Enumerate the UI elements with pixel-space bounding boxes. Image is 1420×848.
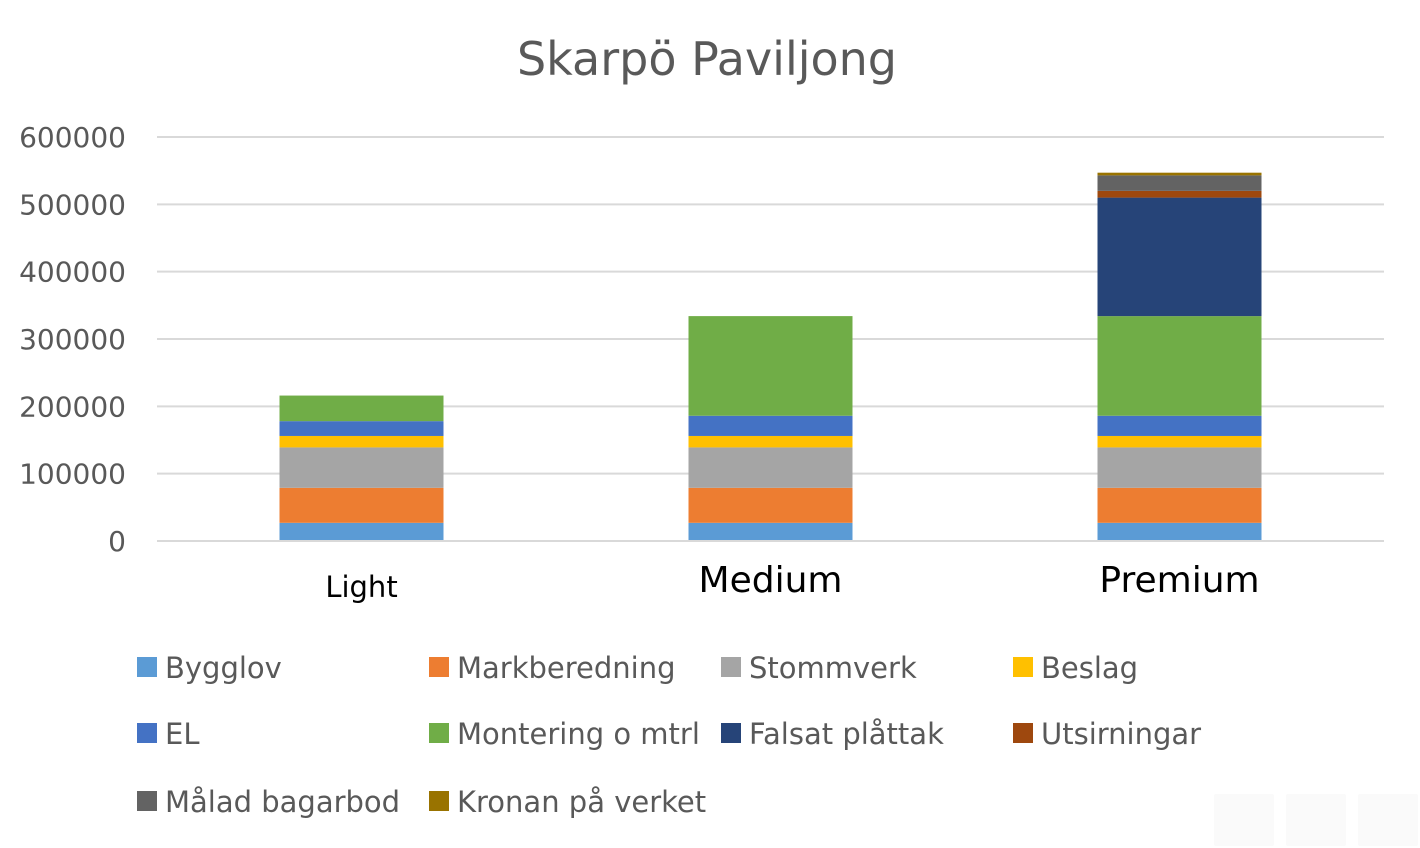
legend-swatch <box>429 657 449 677</box>
legend-item: Utsirningar <box>1013 717 1201 751</box>
legend-swatch <box>429 791 449 811</box>
bar-segment <box>1097 190 1262 198</box>
bar-segment <box>688 316 853 416</box>
bar-segment <box>1097 172 1262 176</box>
legend-item: Bygglov <box>137 651 282 685</box>
bar-segment <box>688 487 853 523</box>
y-tick-label: 0 <box>108 525 126 558</box>
y-tick-label: 500000 <box>19 188 126 221</box>
legend-item: Markberedning <box>429 651 676 685</box>
bar-segment <box>1097 522 1262 541</box>
toolbar-button[interactable] <box>1286 794 1346 846</box>
bar-segment <box>279 447 444 488</box>
x-axis: Light Medium Premium <box>325 560 1259 604</box>
legend-swatch <box>721 657 741 677</box>
y-tick-label: 600000 <box>19 121 126 154</box>
bar-segment <box>1097 447 1262 488</box>
legend-label: EL <box>165 717 199 751</box>
legend-item: Beslag <box>1013 651 1138 685</box>
x-tick-label: Medium <box>699 560 843 601</box>
bar-segment <box>688 415 853 436</box>
y-tick-label: 100000 <box>19 458 126 491</box>
chart-title: Skarpö Paviljong <box>517 32 897 86</box>
bar-segment <box>279 421 444 436</box>
bar-segment <box>688 435 853 448</box>
y-tick-label: 300000 <box>19 323 126 356</box>
legend-swatch <box>137 791 157 811</box>
legend-item: Kronan på verket <box>429 785 706 819</box>
bar-segment <box>688 447 853 488</box>
bar-segment <box>279 395 444 422</box>
legend-label: Markberedning <box>457 651 676 685</box>
toolbar-button[interactable] <box>1358 794 1418 846</box>
legend-label: Beslag <box>1041 651 1138 685</box>
x-tick-label: Premium <box>1099 560 1259 601</box>
bar-segment <box>1097 435 1262 448</box>
legend-item: Stommverk <box>721 651 917 685</box>
bar-segment <box>279 435 444 448</box>
legend-swatch <box>721 723 741 743</box>
bar-segment <box>1097 175 1262 191</box>
bar-segment <box>1097 487 1262 523</box>
legend: Bygglov Markberedning Stommverk Beslag EL Mon… <box>137 651 1201 819</box>
bar-segment <box>1097 197 1262 317</box>
bars <box>279 172 1262 541</box>
legend-item: Falsat plåttak <box>721 717 944 751</box>
toolbar-button[interactable] <box>1214 794 1274 846</box>
y-tick-label: 200000 <box>19 390 126 423</box>
legend-item: Målad bagarbod <box>137 785 400 819</box>
legend-label: Kronan på verket <box>457 785 706 819</box>
legend-label: Utsirningar <box>1041 717 1201 751</box>
legend-label: Falsat plåttak <box>749 717 944 751</box>
y-axis: 0 100000 200000 300000 400000 500000 600000 <box>19 121 126 558</box>
legend-swatch <box>137 657 157 677</box>
floating-toolbar <box>1210 790 1420 848</box>
bar-segment <box>1097 415 1262 436</box>
x-tick-label: Light <box>325 570 397 604</box>
legend-item: EL <box>137 717 199 751</box>
y-tick-label: 400000 <box>19 256 126 289</box>
legend-label: Stommverk <box>749 651 917 685</box>
legend-label: Målad bagarbod <box>165 785 400 819</box>
legend-label: Bygglov <box>165 651 282 685</box>
bar-segment <box>688 522 853 541</box>
bar-segment <box>1097 316 1262 416</box>
bar-segment <box>279 522 444 541</box>
bar-segment <box>279 487 444 523</box>
legend-label: Montering o mtrl <box>457 717 700 751</box>
legend-swatch <box>1013 657 1033 677</box>
legend-swatch <box>429 723 449 743</box>
legend-swatch <box>137 723 157 743</box>
legend-item: Montering o mtrl <box>429 717 700 751</box>
legend-swatch <box>1013 723 1033 743</box>
